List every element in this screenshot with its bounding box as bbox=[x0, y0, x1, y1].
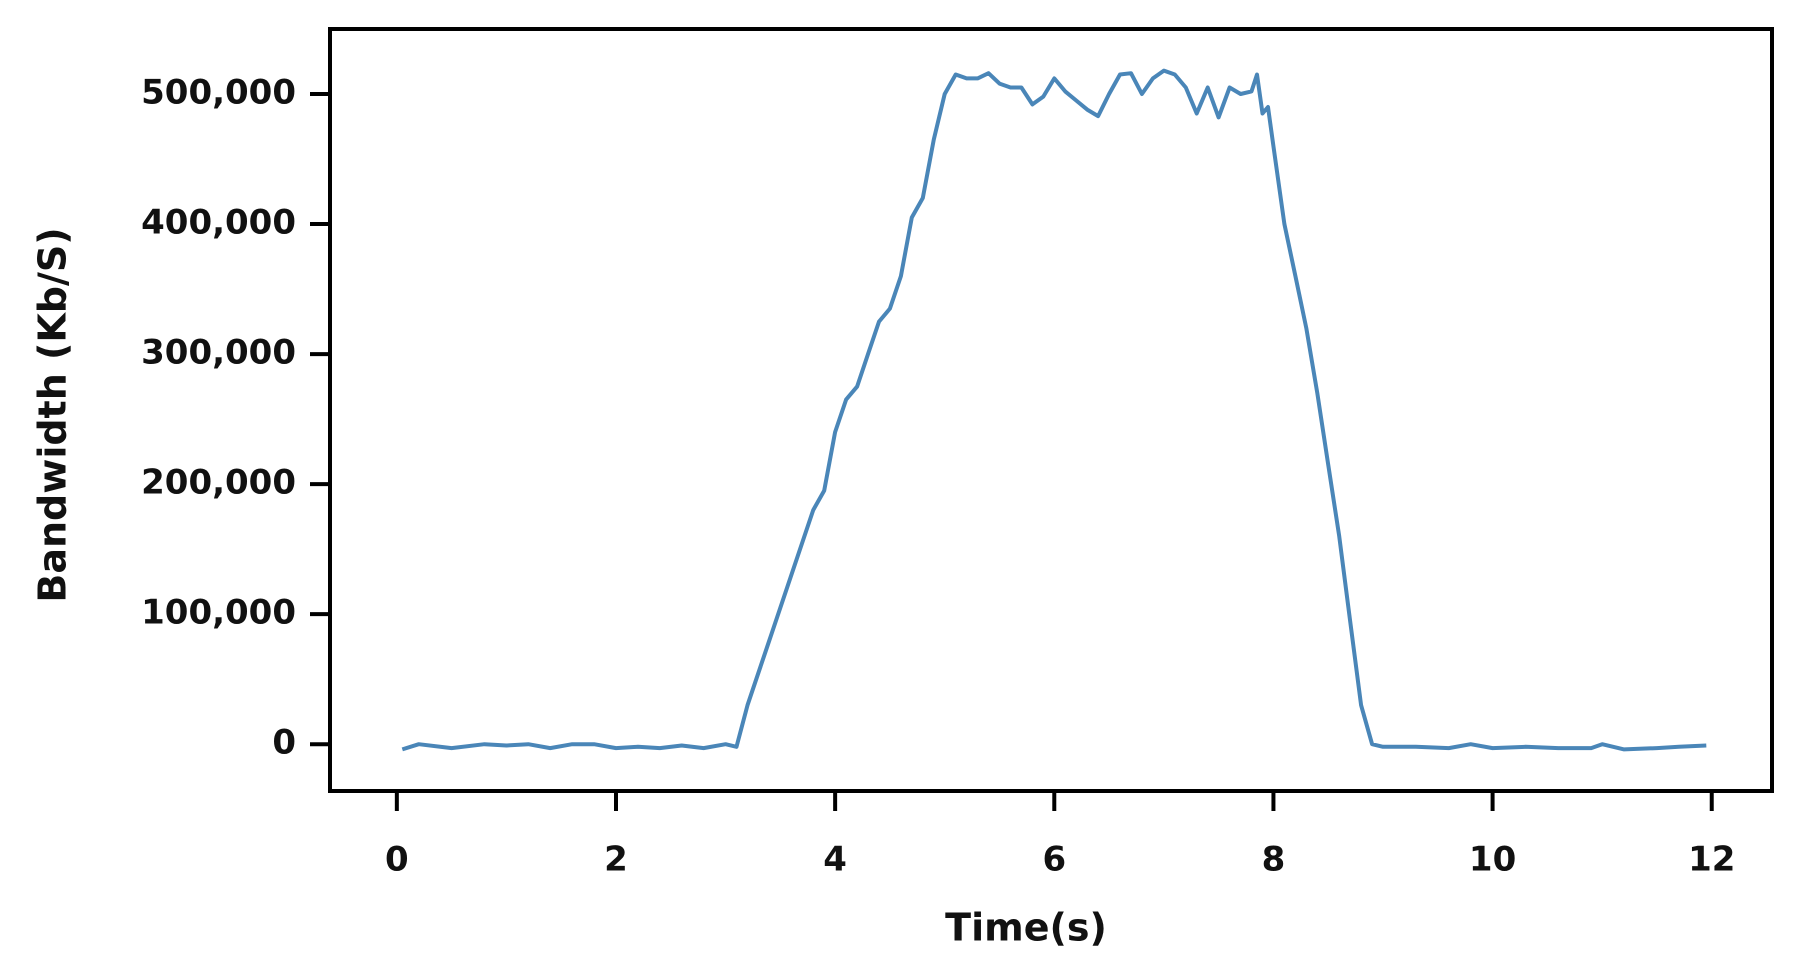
x-axis-label: Time(s) bbox=[945, 906, 1107, 950]
x-tick-label: 4 bbox=[823, 840, 847, 880]
y-tick-label: 0 bbox=[272, 723, 296, 763]
x-tick-label: 10 bbox=[1469, 840, 1516, 880]
x-tick-label: 12 bbox=[1688, 840, 1735, 880]
y-tick-label: 500,000 bbox=[141, 73, 296, 113]
y-tick-label: 400,000 bbox=[141, 203, 296, 243]
x-tick-label: 8 bbox=[1262, 840, 1286, 880]
data-line bbox=[401, 68, 1707, 752]
y-tick-label: 100,000 bbox=[141, 593, 296, 633]
y-tick-label: 300,000 bbox=[141, 333, 296, 373]
y-axis-label: Bandwidth (Kb/S) bbox=[31, 227, 75, 602]
x-tick-label: 2 bbox=[604, 840, 628, 880]
x-tick-label: 6 bbox=[1042, 840, 1066, 880]
x-tick-label: 0 bbox=[385, 840, 409, 880]
plot-frame bbox=[328, 27, 1774, 793]
y-tick-label: 200,000 bbox=[141, 463, 296, 503]
